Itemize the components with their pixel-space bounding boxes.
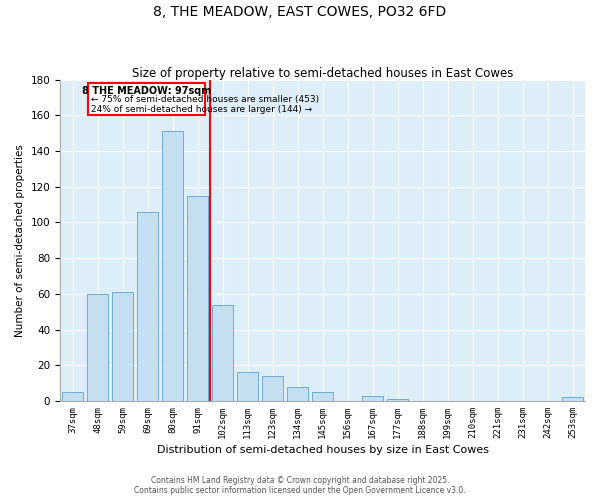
Bar xyxy=(262,376,283,401)
Bar xyxy=(62,392,83,401)
Bar xyxy=(112,292,133,401)
Bar xyxy=(87,294,108,401)
X-axis label: Distribution of semi-detached houses by size in East Cowes: Distribution of semi-detached houses by … xyxy=(157,445,488,455)
Title: Size of property relative to semi-detached houses in East Cowes: Size of property relative to semi-detach… xyxy=(132,66,513,80)
Text: Contains HM Land Registry data © Crown copyright and database right 2025.
Contai: Contains HM Land Registry data © Crown c… xyxy=(134,476,466,495)
Bar xyxy=(362,396,383,401)
Text: 8 THE MEADOW: 97sqm: 8 THE MEADOW: 97sqm xyxy=(82,86,211,96)
Bar xyxy=(162,132,183,401)
Bar xyxy=(287,386,308,401)
FancyBboxPatch shape xyxy=(88,83,205,115)
Bar xyxy=(187,196,208,401)
Y-axis label: Number of semi-detached properties: Number of semi-detached properties xyxy=(15,144,25,336)
Bar xyxy=(387,399,408,401)
Bar xyxy=(237,372,258,401)
Bar xyxy=(212,304,233,401)
Text: 24% of semi-detached houses are larger (144) →: 24% of semi-detached houses are larger (… xyxy=(91,104,313,114)
Bar xyxy=(312,392,333,401)
Text: ← 75% of semi-detached houses are smaller (453): ← 75% of semi-detached houses are smalle… xyxy=(91,94,319,104)
Bar xyxy=(137,212,158,401)
Bar xyxy=(562,398,583,401)
Text: 8, THE MEADOW, EAST COWES, PO32 6FD: 8, THE MEADOW, EAST COWES, PO32 6FD xyxy=(154,5,446,19)
